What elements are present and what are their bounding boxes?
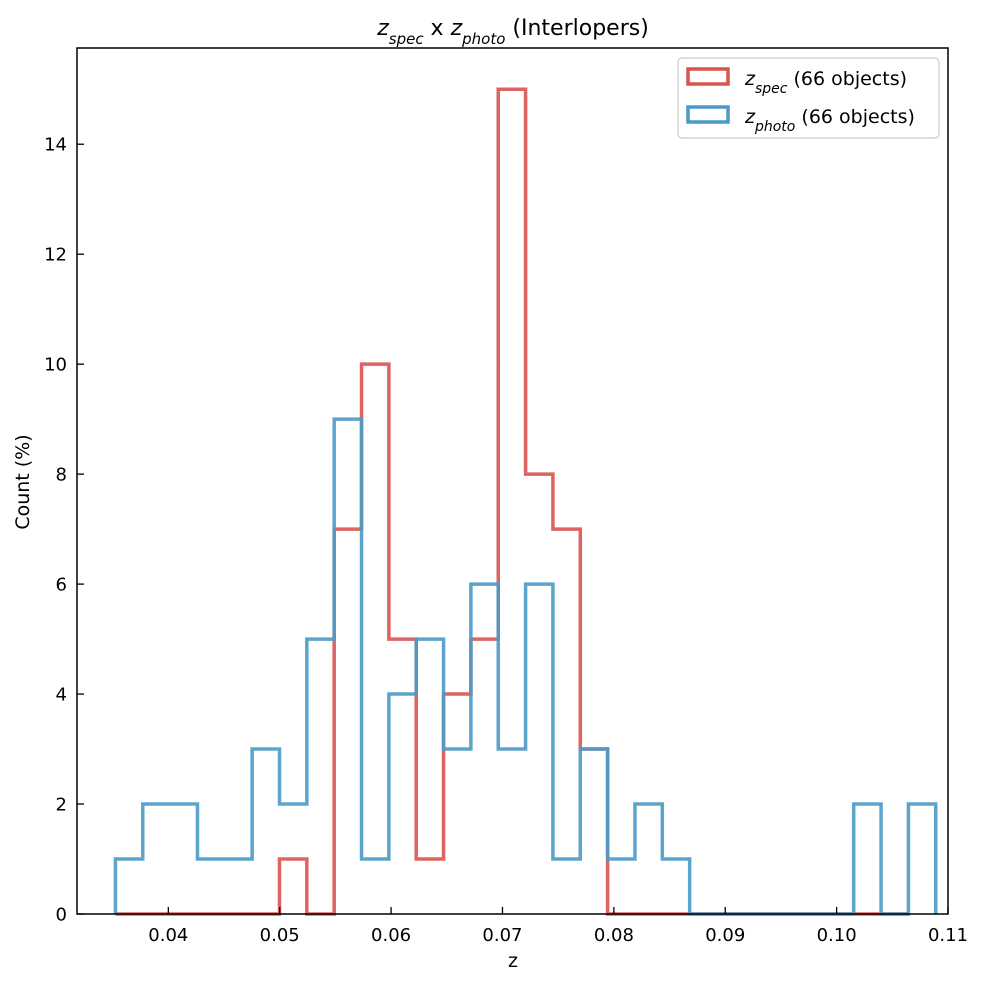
chart-title: zspec x zphoto (Interlopers) [376,16,649,48]
y-axis-label: Count (%) [12,434,34,529]
y-tick-label: 10 [44,355,67,376]
legend: zspec (66 objects) zphoto (66 objects) [677,57,940,139]
y-tick-label: 8 [56,465,67,486]
chart-title-part: z [450,16,463,41]
legend-label-z-photo: zphoto (66 objects) [744,106,915,135]
x-tick-label: 0.07 [482,925,522,946]
chart-title-part: (Interlopers) [505,16,648,41]
x-tick-label: 0.11 [928,925,968,946]
chart-title-part: spec [389,30,425,48]
y-tick-label: 4 [56,685,67,706]
x-axis-ticks: 0.04 0.05 0.06 0.07 0.08 0.09 0.10 0.11 [148,907,968,946]
legend-symbol: z [744,106,756,128]
legend-count: (66 objects) [787,68,907,90]
y-tick-label: 14 [44,135,67,156]
chart-title-part: photo [461,30,505,48]
x-axis-label: z [508,950,518,972]
legend-subscript: photo [754,119,795,135]
y-tick-label: 12 [44,245,67,266]
chart-title-part: z [376,16,389,41]
y-tick-label: 0 [56,905,67,926]
x-tick-label: 0.09 [705,925,745,946]
legend-symbol: z [744,68,756,90]
y-tick-label: 2 [56,795,67,816]
legend-subscript: spec [755,81,788,97]
x-tick-label: 0.08 [594,925,634,946]
legend-box [677,57,940,139]
legend-count: (66 objects) [795,106,915,128]
legend-swatch-z-photo [686,105,730,124]
x-tick-label: 0.04 [148,925,188,946]
y-tick-label: 6 [56,575,67,596]
x-tick-label: 0.05 [260,925,300,946]
x-tick-label: 0.10 [817,925,857,946]
plot-frame [76,47,949,915]
legend-swatch-z-spec [686,67,730,86]
legend-label-z-spec: zspec (66 objects) [744,68,907,97]
y-axis-ticks: 0 2 4 6 8 10 12 14 [44,135,84,926]
x-tick-label: 0.06 [371,925,411,946]
chart-title-part: x [424,16,451,41]
